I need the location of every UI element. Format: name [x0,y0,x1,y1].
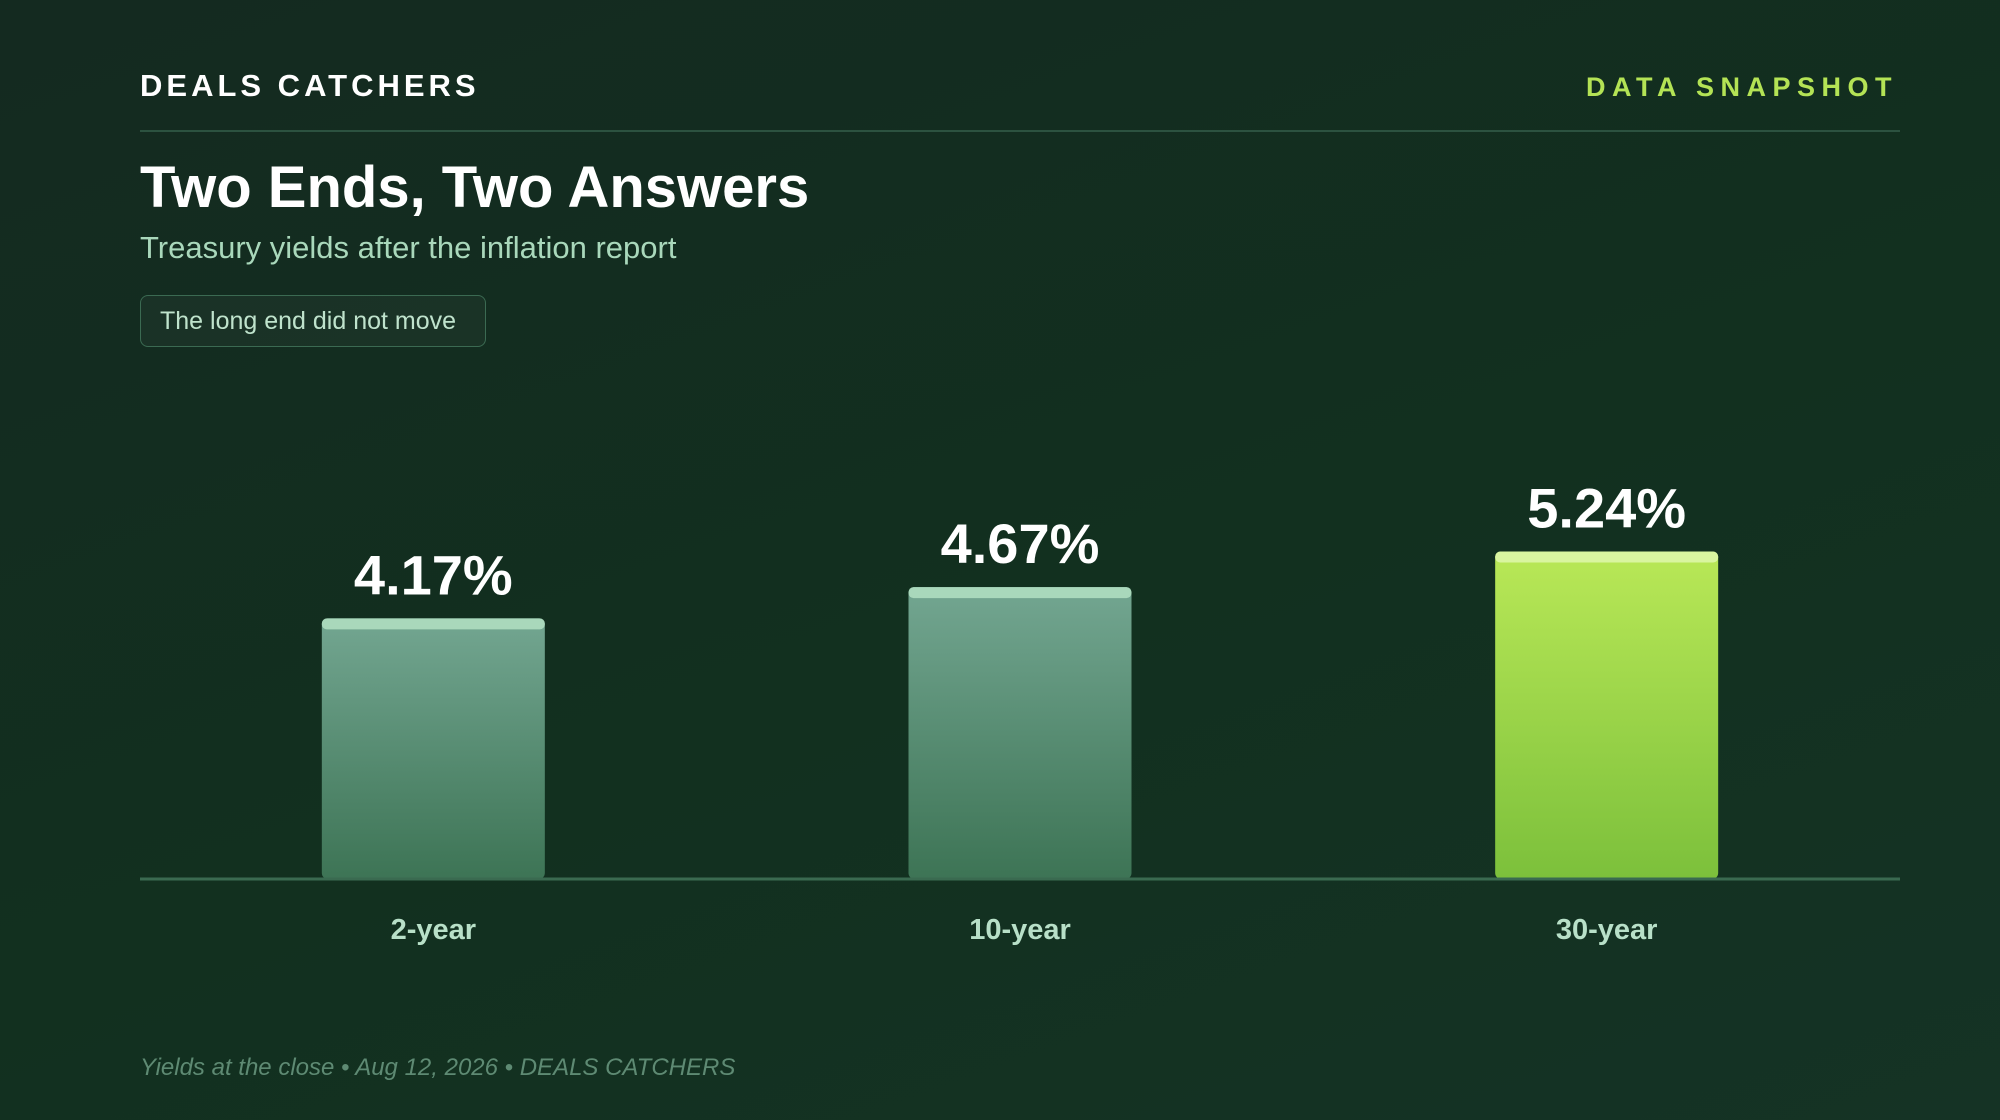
chart-title: Two Ends, Two Answers [140,155,810,220]
brand-name: DEALS CATCHERS [140,68,480,103]
value-label: 4.17% [354,543,513,606]
source-footnote: Yields at the close • Aug 12, 2026 • DEA… [140,1054,736,1081]
category-label: 10-year [969,914,1071,946]
callout-badge: The long end did not move [140,295,487,347]
category-label: 30-year [1556,914,1658,946]
bar-cap-30-year [1495,551,1719,563]
section-tag: DATA SNAPSHOT [1586,72,1898,102]
bar-10-year [908,587,1132,879]
bar-30-year [1495,551,1719,879]
bar-cap-10-year [908,587,1132,599]
chart-subtitle: Treasury yields after the inflation repo… [140,230,677,265]
bar-cap-2-year [321,618,545,630]
value-label: 5.24% [1527,477,1686,540]
category-label: 2-year [391,914,476,946]
value-label: 4.67% [941,512,1100,575]
bar-2-year [321,618,545,879]
header-divider [140,130,1900,132]
